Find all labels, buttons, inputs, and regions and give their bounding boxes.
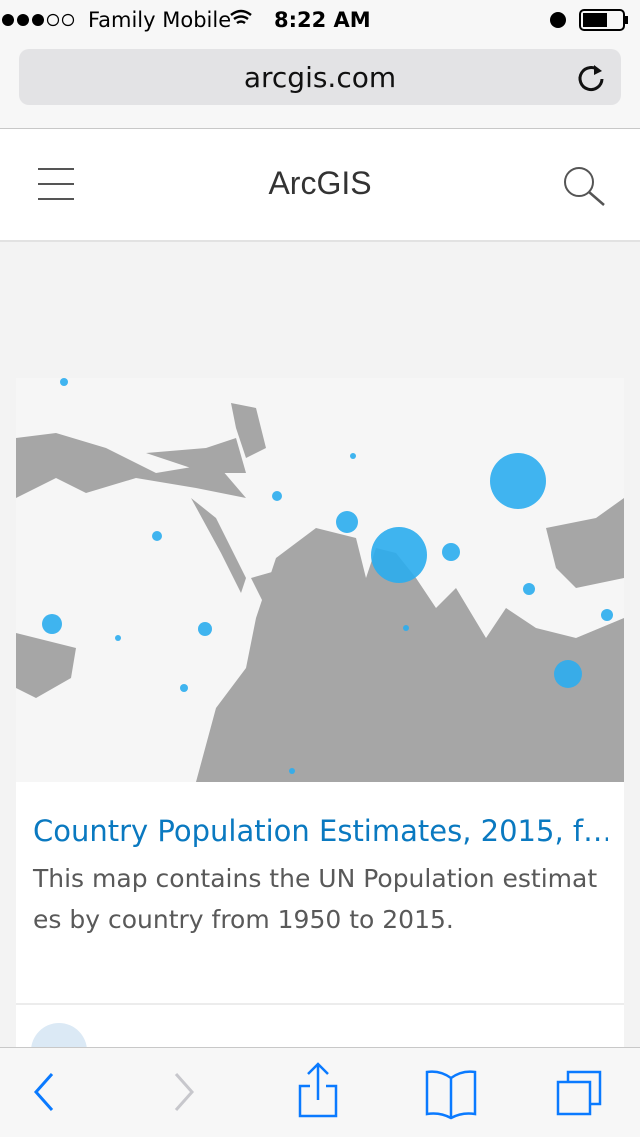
bookmarks-button[interactable] (425, 1070, 477, 1120)
clock: 8:22 AM (274, 8, 371, 32)
site-title: ArcGIS (268, 165, 372, 201)
search-button[interactable] (562, 165, 606, 207)
card-title[interactable]: Country Population Estimates, 2015, f… (33, 814, 608, 848)
map-card[interactable]: Country Population Estimates, 2015, f… T… (16, 378, 624, 1078)
card-divider (16, 1003, 624, 1005)
carrier: Family Mobile (88, 8, 232, 32)
toolbar-icons (33, 1062, 602, 1120)
back-button[interactable] (33, 1073, 54, 1111)
share-button[interactable] (298, 1062, 338, 1118)
menu-button[interactable] (36, 167, 76, 201)
address-bar[interactable]: arcgis.com (19, 49, 621, 105)
status-icons (2, 9, 628, 31)
reload-button[interactable] (575, 61, 607, 93)
card-description: This map contains the UN Population esti… (33, 864, 598, 934)
map-thumbnail (16, 378, 624, 782)
forward-button[interactable] (174, 1073, 195, 1111)
status-bar: Family Mobile 8:22 AM (0, 0, 640, 40)
site-header: ArcGIS (0, 129, 640, 242)
browser-toolbar (0, 1047, 640, 1137)
item-icon (31, 1023, 87, 1051)
tabs-button[interactable] (556, 1070, 602, 1116)
url-text: arcgis.com (243, 61, 397, 94)
